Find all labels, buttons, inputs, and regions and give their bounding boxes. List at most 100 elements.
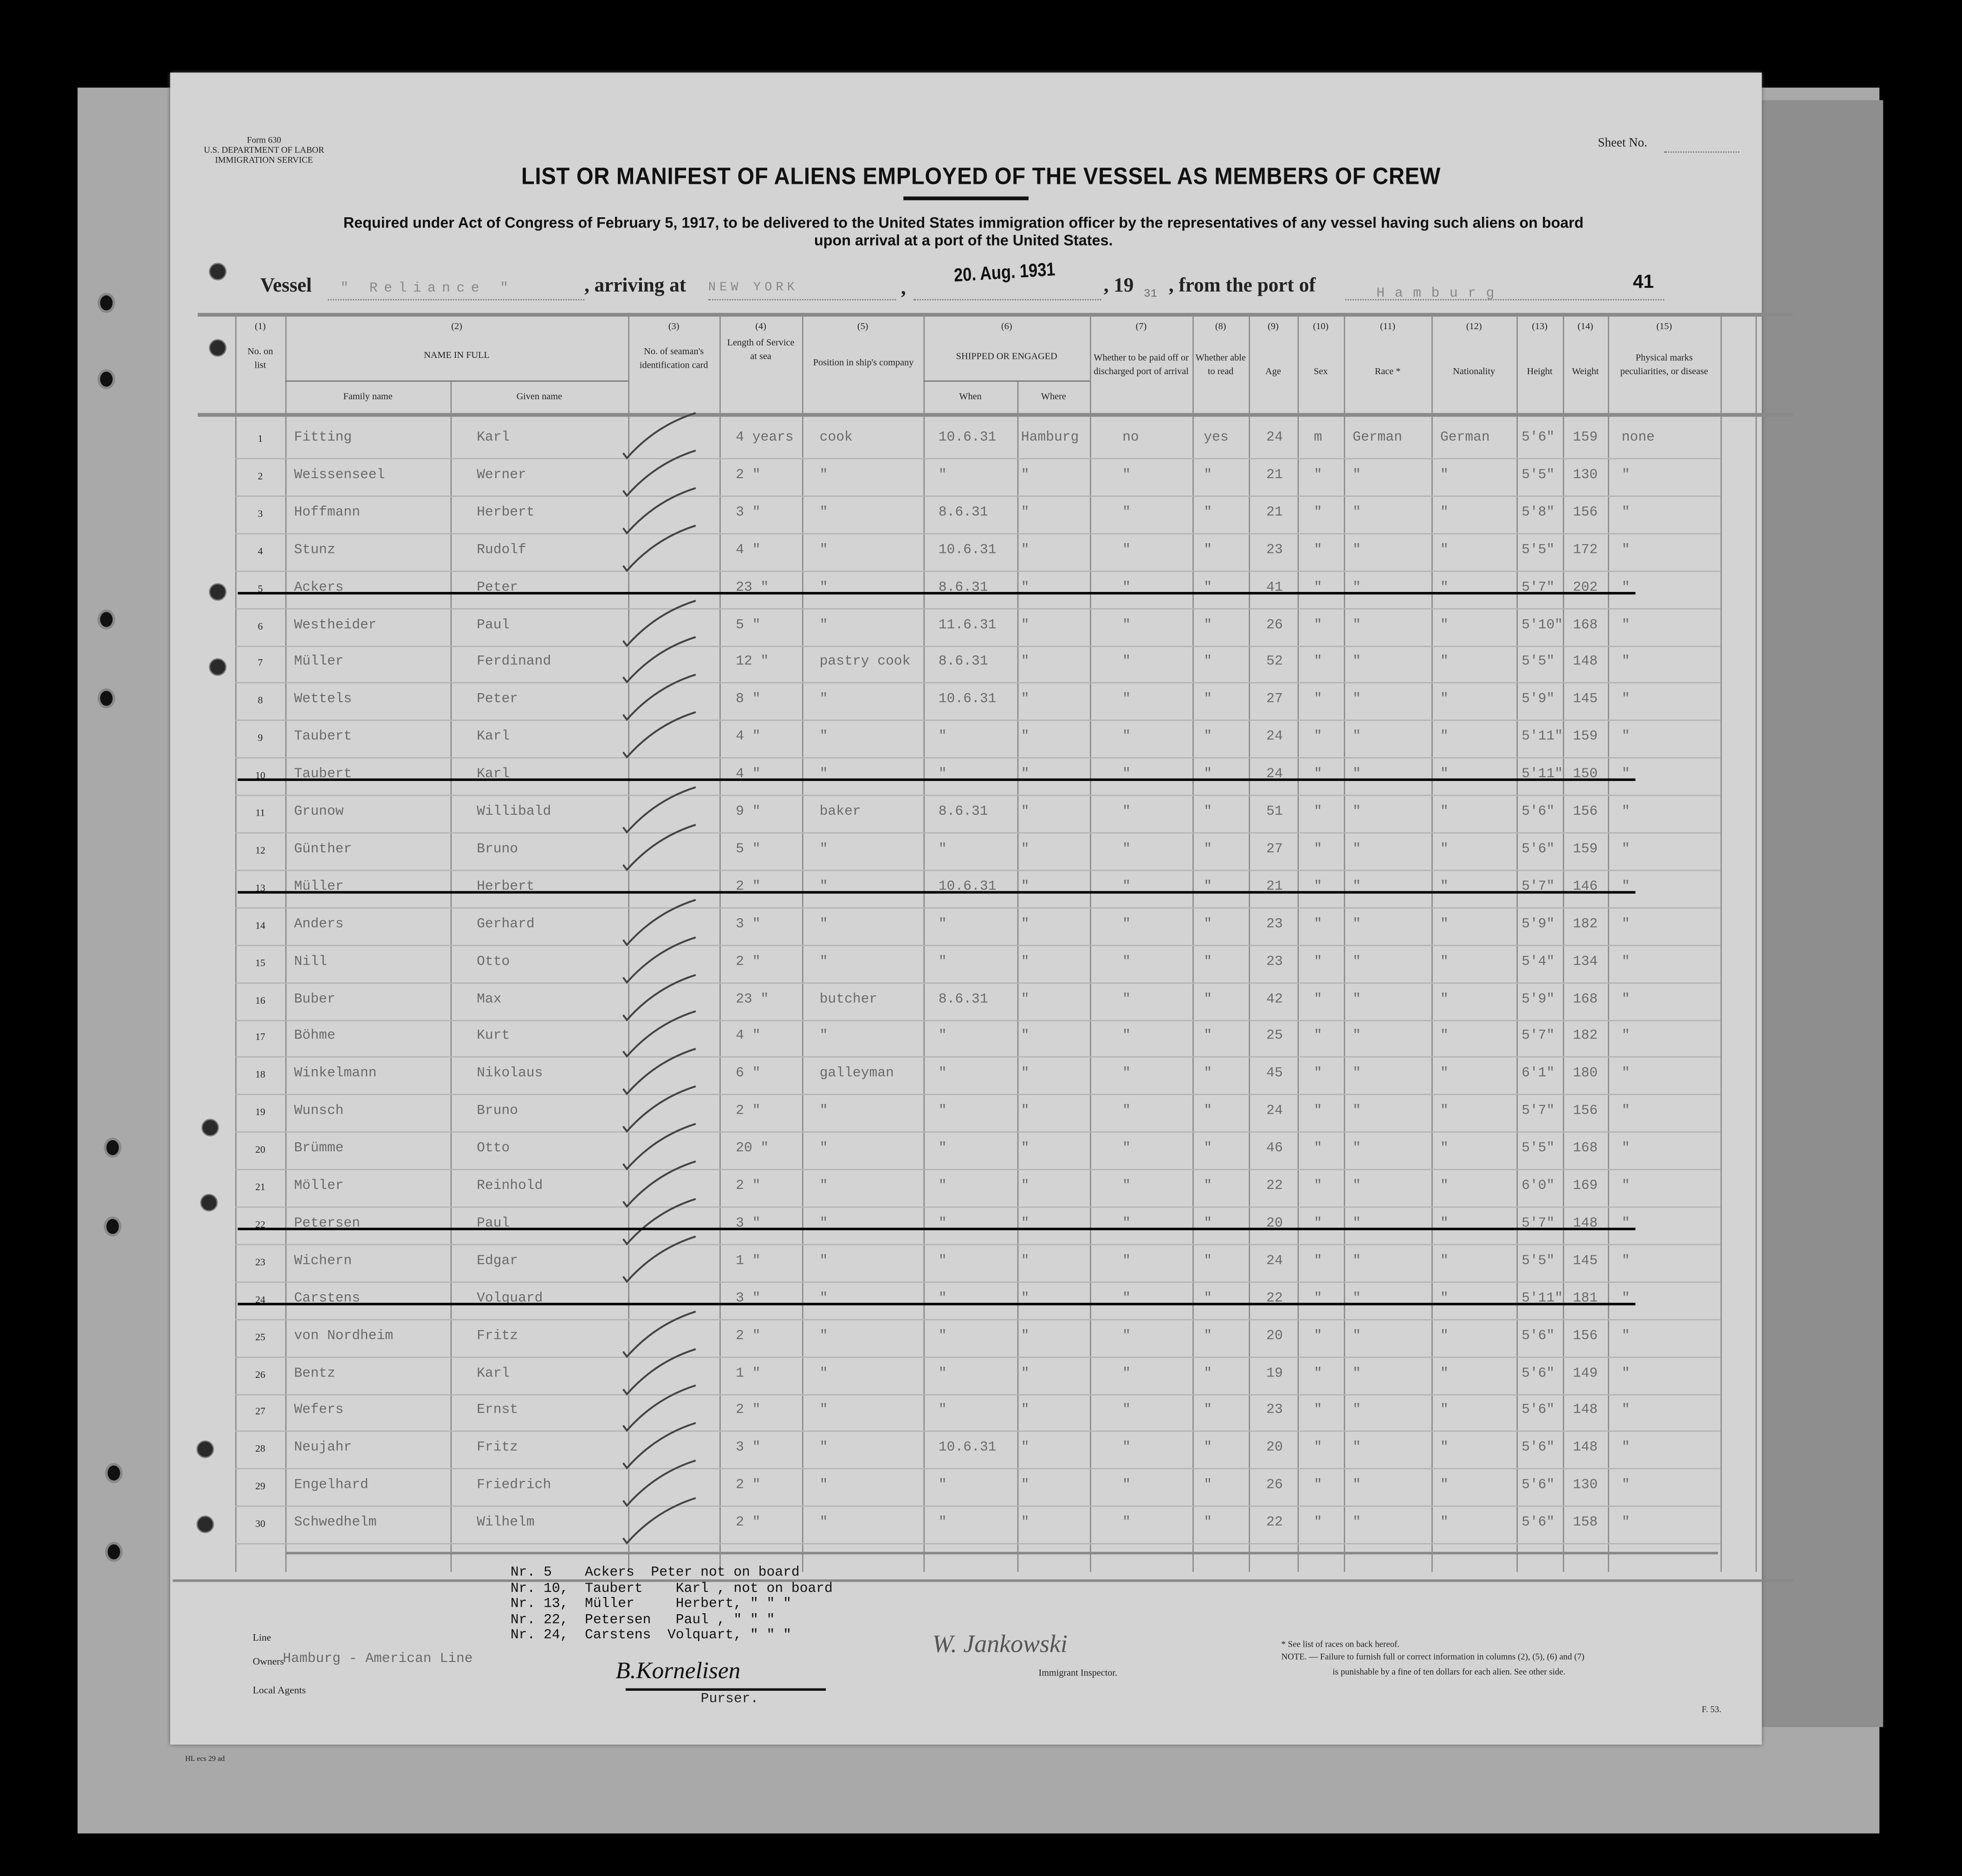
check-mark-icon xyxy=(622,786,696,834)
shipped-when: " xyxy=(938,467,947,483)
check-mark-icon xyxy=(622,1160,696,1208)
given-name: Wilhelm xyxy=(477,1515,535,1531)
race: " xyxy=(1353,505,1361,520)
family-name: Bentz xyxy=(294,1366,336,1381)
age: 22 xyxy=(1266,1179,1283,1194)
shipped-where: " xyxy=(1021,1066,1030,1082)
binder-hole-icon xyxy=(97,688,116,708)
paid-off: " xyxy=(1122,1441,1131,1456)
height: 5'6" xyxy=(1522,805,1555,820)
header-where: Where xyxy=(1041,390,1066,402)
port-blank xyxy=(1345,298,1664,300)
height: 5'5" xyxy=(1522,467,1555,483)
row-rule xyxy=(235,795,1721,796)
physical-marks: " xyxy=(1621,1141,1630,1157)
length-of-service: 2 " xyxy=(736,1328,761,1344)
able-to-read: " xyxy=(1204,692,1212,708)
row-rule xyxy=(235,1281,1721,1283)
header-given-name: Given name xyxy=(516,390,563,402)
length-of-service: 3 " xyxy=(736,1441,761,1456)
nationality: " xyxy=(1440,1478,1449,1493)
column-divider xyxy=(450,382,452,1572)
physical-marks: " xyxy=(1621,954,1630,970)
given-name: Friedrich xyxy=(477,1478,551,1493)
paid-off: " xyxy=(1122,543,1131,558)
height: 5'11" xyxy=(1522,730,1563,745)
length-of-service: 3 " xyxy=(736,505,761,520)
age: 42 xyxy=(1266,992,1283,1007)
able-to-read: " xyxy=(1204,1366,1212,1381)
given-name: Kurt xyxy=(477,1029,510,1045)
paid-off: " xyxy=(1122,1141,1131,1157)
age: 19 xyxy=(1266,1366,1283,1381)
able-to-read: " xyxy=(1204,1179,1212,1194)
row-rule xyxy=(235,570,1721,572)
penalty-note-2: is punishable by a fine of ten dollars f… xyxy=(1333,1667,1566,1677)
family-name: Fitting xyxy=(294,430,352,446)
height: 5'6" xyxy=(1522,1403,1555,1419)
shipped-when: 10.6.31 xyxy=(938,543,997,558)
arriving-blank xyxy=(708,298,896,300)
position: " xyxy=(819,467,828,483)
strike-through-line xyxy=(238,591,1636,594)
shipped-subheader-rule xyxy=(923,380,1090,382)
race: " xyxy=(1353,692,1361,708)
shipped-where: " xyxy=(1021,954,1030,970)
able-to-read: " xyxy=(1204,1515,1212,1531)
family-name: Böhme xyxy=(294,1029,336,1045)
weight: 159 xyxy=(1573,842,1598,857)
physical-marks: " xyxy=(1621,805,1630,820)
height: 5'6" xyxy=(1522,1515,1555,1531)
shipped-when: 10.6.31 xyxy=(938,430,997,446)
sex: " xyxy=(1314,730,1322,745)
paid-off: " xyxy=(1122,1029,1131,1045)
nationality: " xyxy=(1440,1253,1449,1269)
weight: 180 xyxy=(1573,1066,1598,1082)
height: 5'4" xyxy=(1522,954,1555,970)
shipped-where: " xyxy=(1021,1366,1030,1381)
check-mark-icon xyxy=(622,1235,696,1283)
sex: " xyxy=(1314,1366,1322,1381)
able-to-read: " xyxy=(1204,1066,1212,1082)
year-label: , 19 xyxy=(1103,275,1134,297)
nationality: " xyxy=(1440,692,1449,708)
column-divider xyxy=(1192,312,1194,1572)
weight: 145 xyxy=(1573,692,1598,708)
row-rule xyxy=(235,1094,1721,1096)
column-divider xyxy=(923,312,925,1572)
height: 5'9" xyxy=(1522,692,1555,708)
given-name: Nikolaus xyxy=(477,1066,543,1082)
family-name: Engelhard xyxy=(294,1478,369,1493)
binder-hole-icon xyxy=(209,658,227,676)
position: " xyxy=(819,1179,828,1194)
physical-marks: " xyxy=(1621,1403,1630,1419)
row-number: 5 xyxy=(258,583,263,594)
sex: " xyxy=(1314,1253,1322,1269)
length-of-service: 23 " xyxy=(736,992,769,1007)
row-rule xyxy=(235,757,1721,759)
strike-through-line xyxy=(238,1227,1636,1230)
column-number: (13) xyxy=(1532,320,1548,332)
not-on-board-note: Nr. 24, Carstens Volquart, " " " xyxy=(510,1628,791,1643)
check-mark-icon xyxy=(622,636,696,684)
paid-off: " xyxy=(1122,467,1131,483)
shipped-where: " xyxy=(1021,730,1030,745)
physical-marks: " xyxy=(1621,617,1630,633)
row-rule xyxy=(235,1506,1721,1507)
able-to-read: " xyxy=(1204,467,1212,483)
vessel-label: Vessel xyxy=(260,275,312,297)
age: 27 xyxy=(1266,692,1283,708)
race: German xyxy=(1353,430,1402,446)
position: " xyxy=(819,954,828,970)
year-value: 31 xyxy=(1143,288,1158,300)
position: cook xyxy=(819,430,853,446)
physical-marks: " xyxy=(1621,692,1630,708)
position: " xyxy=(819,1253,828,1269)
column-divider xyxy=(1516,312,1518,1572)
nationality: " xyxy=(1440,1066,1449,1082)
sheet-label: Sheet No. xyxy=(1598,136,1647,150)
check-mark-icon xyxy=(622,1198,696,1246)
header-physical-marks: Physical marks peculiarities, or disease xyxy=(1620,351,1709,377)
shipped-when: " xyxy=(938,1104,947,1119)
race: " xyxy=(1353,992,1361,1007)
